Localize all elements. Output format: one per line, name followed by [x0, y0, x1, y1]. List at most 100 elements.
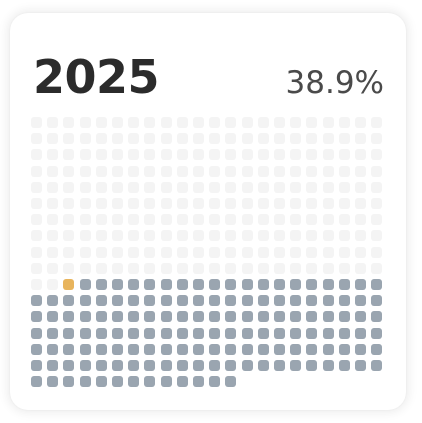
day-remaining [193, 214, 204, 226]
day-elapsed [322, 343, 334, 355]
day-elapsed [144, 311, 156, 323]
day-remaining [257, 198, 269, 209]
day-remaining [63, 165, 75, 177]
day-elapsed [63, 311, 75, 323]
day-remaining [355, 149, 366, 161]
day-remaining [209, 149, 221, 161]
day-elapsed [79, 343, 91, 355]
day-remaining [47, 181, 59, 193]
day-elapsed [128, 343, 140, 355]
day-elapsed [209, 327, 221, 339]
day-remaining [209, 198, 221, 209]
day-elapsed [257, 279, 269, 290]
day-remaining [241, 165, 253, 177]
day-remaining [47, 133, 59, 145]
day-remaining [225, 181, 237, 193]
day-elapsed [257, 311, 269, 323]
day-remaining [274, 246, 285, 258]
day-remaining [176, 246, 188, 258]
day-remaining [209, 181, 221, 193]
day-remaining [47, 198, 59, 209]
day-remaining [160, 165, 172, 177]
day-elapsed [128, 295, 140, 307]
day-remaining [322, 230, 334, 242]
day-elapsed [274, 295, 285, 307]
day-remaining [79, 246, 91, 258]
day-remaining [306, 165, 318, 177]
day-elapsed [355, 360, 366, 371]
day-remaining [274, 262, 285, 274]
day-elapsed [176, 295, 188, 307]
day-elapsed [112, 360, 123, 371]
day-elapsed [112, 343, 123, 355]
day-elapsed [128, 376, 140, 388]
day-elapsed [79, 360, 91, 371]
day-elapsed [95, 311, 107, 323]
day-remaining [257, 117, 269, 128]
day-remaining [95, 262, 107, 274]
day-remaining [355, 133, 366, 145]
day-elapsed [47, 311, 59, 323]
day-remaining [257, 181, 269, 193]
day-remaining [257, 230, 269, 242]
day-elapsed [160, 311, 172, 323]
day-remaining [371, 262, 383, 274]
day-remaining [144, 117, 156, 128]
day-remaining [322, 262, 334, 274]
day-remaining [144, 214, 156, 226]
day-elapsed [209, 343, 221, 355]
day-elapsed [355, 311, 366, 323]
day-elapsed [257, 343, 269, 355]
day-remaining [193, 230, 204, 242]
day-remaining [274, 133, 285, 145]
day-elapsed [176, 343, 188, 355]
day-elapsed [225, 295, 237, 307]
day-remaining [322, 198, 334, 209]
day-elapsed [176, 376, 188, 388]
day-remaining [209, 133, 221, 145]
day-remaining [160, 181, 172, 193]
day-elapsed [128, 279, 140, 290]
day-remaining [257, 133, 269, 145]
day-elapsed [160, 376, 172, 388]
day-remaining [241, 117, 253, 128]
day-remaining [47, 262, 59, 274]
day-elapsed [112, 279, 123, 290]
day-remaining [31, 181, 42, 193]
day-elapsed [31, 311, 42, 323]
day-remaining [144, 133, 156, 145]
day-remaining [31, 246, 42, 258]
day-elapsed [47, 343, 59, 355]
day-elapsed [225, 376, 237, 388]
day-elapsed [47, 376, 59, 388]
day-remaining [355, 117, 366, 128]
day-elapsed [63, 295, 75, 307]
day-remaining [241, 198, 253, 209]
day-remaining [128, 214, 140, 226]
day-remaining [225, 117, 237, 128]
day-elapsed [290, 311, 302, 323]
day-elapsed [95, 376, 107, 388]
day-elapsed [290, 327, 302, 339]
day-remaining [47, 214, 59, 226]
day-remaining [144, 246, 156, 258]
day-remaining [95, 198, 107, 209]
day-remaining [338, 165, 350, 177]
day-remaining [47, 279, 59, 290]
day-elapsed [225, 360, 237, 371]
day-remaining [63, 246, 75, 258]
day-remaining [274, 165, 285, 177]
day-elapsed [160, 295, 172, 307]
day-remaining [47, 230, 59, 242]
day-elapsed [63, 343, 75, 355]
day-remaining [47, 165, 59, 177]
day-remaining [225, 149, 237, 161]
day-remaining [290, 133, 302, 145]
day-elapsed [176, 360, 188, 371]
day-elapsed [112, 376, 123, 388]
day-elapsed [355, 279, 366, 290]
day-elapsed [47, 327, 59, 339]
day-remaining [79, 198, 91, 209]
day-remaining [63, 149, 75, 161]
day-elapsed [63, 360, 75, 371]
